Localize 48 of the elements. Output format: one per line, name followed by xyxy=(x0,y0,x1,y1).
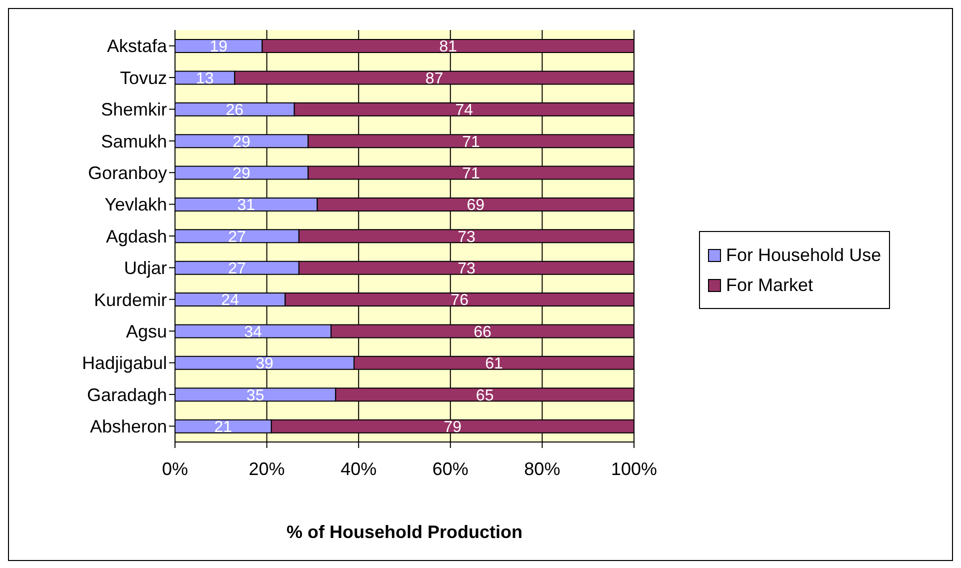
data-label: 13 xyxy=(196,70,214,88)
data-label: 65 xyxy=(476,387,494,404)
data-label: 29 xyxy=(232,165,251,182)
data-label: 39 xyxy=(256,356,274,373)
y-tick-label: Agdash xyxy=(106,226,167,246)
y-tick-label: Absheron xyxy=(90,416,167,437)
data-label: 73 xyxy=(458,260,476,278)
y-tick-label: Agsu xyxy=(126,321,167,342)
y-tick-label: Kurdemir xyxy=(94,290,167,310)
x-tick-label: 100% xyxy=(610,458,658,479)
legend-label: For Market xyxy=(725,274,814,297)
y-tick-label: Garadagh xyxy=(86,384,167,405)
y-tick-label: Yevlakh xyxy=(104,194,167,215)
data-label: 61 xyxy=(485,356,504,373)
data-label: 76 xyxy=(450,292,469,310)
data-label: 73 xyxy=(458,228,476,246)
x-tick-label: 20% xyxy=(248,458,285,479)
data-label: 27 xyxy=(228,260,246,278)
data-label: 34 xyxy=(244,324,262,341)
data-label: 81 xyxy=(439,38,458,56)
y-tick-label: Goranboy xyxy=(88,163,167,184)
x-tick-label: 40% xyxy=(340,458,377,479)
data-label: 79 xyxy=(444,418,462,436)
y-tick-label: Akstafa xyxy=(106,36,168,56)
x-tick-label: 80% xyxy=(524,458,560,479)
data-label: 29 xyxy=(232,134,251,151)
data-label: 24 xyxy=(221,292,240,310)
data-label: 71 xyxy=(462,165,480,182)
y-tick-label: Hadjigabul xyxy=(82,353,167,374)
data-label: 26 xyxy=(226,102,244,120)
x-tick-label: 60% xyxy=(432,458,468,479)
data-label: 87 xyxy=(425,70,444,88)
y-tick-label: Shemkir xyxy=(100,100,168,120)
data-label: 19 xyxy=(210,38,228,56)
data-label: 21 xyxy=(214,418,232,436)
data-label: 66 xyxy=(474,324,492,341)
data-label: 71 xyxy=(462,134,480,151)
y-tick-label: Samukh xyxy=(100,131,167,152)
data-label: 27 xyxy=(228,228,246,246)
data-label: 35 xyxy=(246,387,264,404)
y-tick-label: Udjar xyxy=(124,258,168,278)
x-axis-title: % of Household Production xyxy=(286,522,522,542)
y-tick-label: Tovuz xyxy=(120,68,167,88)
data-label: 31 xyxy=(237,197,256,214)
data-label: 69 xyxy=(466,197,485,214)
legend-label: For Household Use xyxy=(725,244,882,267)
data-label: 74 xyxy=(455,102,474,120)
x-tick-label: 0% xyxy=(162,458,188,479)
